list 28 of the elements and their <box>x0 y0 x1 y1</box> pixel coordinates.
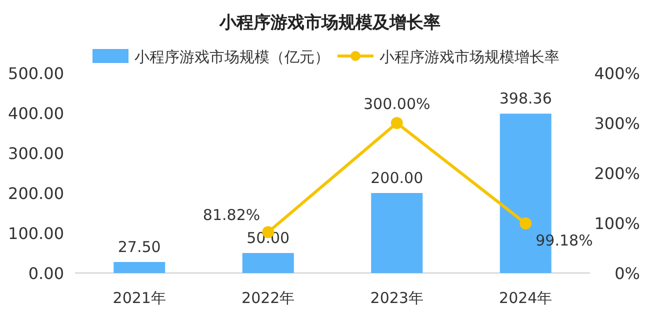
y-tick-label: 200.00 <box>8 184 64 203</box>
y-tick-label: 400.00 <box>8 104 64 123</box>
y2-tick-label: 100% <box>594 214 640 233</box>
y2-tick-label: 0% <box>614 264 640 283</box>
x-tick-label: 2024年 <box>499 289 552 307</box>
y-tick-label: 0.00 <box>28 264 64 283</box>
data-label: 398.36 <box>499 90 552 108</box>
bar <box>242 253 294 273</box>
y-tick-label: 500.00 <box>8 64 64 83</box>
y-tick-label: 100.00 <box>8 224 64 243</box>
x-tick-label: 2023年 <box>370 289 424 307</box>
y2-tick-label: 200% <box>594 164 640 183</box>
data-label: 300.00% <box>364 95 430 113</box>
legend-label: 小程序游戏市场规模（亿元） <box>134 48 330 66</box>
legend-label: 小程序游戏市场规模增长率 <box>380 48 560 66</box>
point <box>520 217 532 230</box>
data-label: 81.82% <box>202 206 260 224</box>
x-tick-label: 2021年 <box>112 289 166 307</box>
data-label: 200.00 <box>370 169 424 187</box>
y2-tick-label: 400% <box>594 64 640 83</box>
y2-tick-label: 300% <box>594 114 640 133</box>
chart-title: 小程序游戏市场规模及增长率 <box>218 13 440 33</box>
y-tick-label: 300.00 <box>8 144 64 163</box>
bar <box>371 193 423 273</box>
bar <box>114 262 166 273</box>
point <box>390 117 403 129</box>
x-tick-label: 2022年 <box>242 289 295 307</box>
data-label: 27.50 <box>118 238 161 256</box>
